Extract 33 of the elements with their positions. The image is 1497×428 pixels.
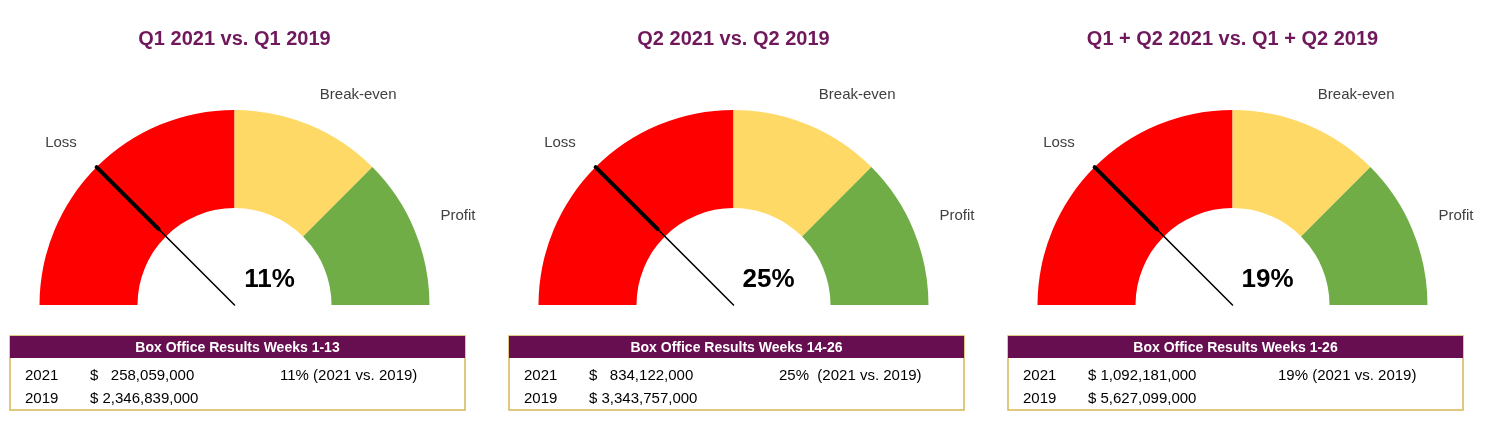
slice-label: Break-even	[818, 84, 896, 102]
text: $ 258,059,000	[90, 366, 195, 383]
slice-label: Profit	[440, 205, 477, 223]
chart-title: Q1 + Q2 2021 vs. Q1 + Q2 2019	[1086, 27, 1379, 49]
slice-label: Profit	[1438, 205, 1475, 223]
slice-label: Break-even	[1317, 84, 1395, 102]
text: 2019	[524, 389, 558, 406]
text: 11% (2021 vs. 2019)	[280, 366, 418, 383]
text: $ 3,343,757,000	[589, 389, 698, 406]
text: 11%	[244, 263, 295, 293]
text: 25% (2021 vs. 2019)	[779, 366, 922, 383]
text: Box Office Results Weeks 14-26	[630, 339, 843, 355]
slice-label: Loss	[45, 133, 77, 151]
text: $ 5,627,099,000	[1088, 389, 1197, 406]
text: Box Office Results Weeks 1-13	[135, 339, 340, 355]
text: $ 834,122,000	[589, 366, 694, 383]
text: $ 2,346,839,000	[90, 389, 199, 406]
text: 2019	[1023, 389, 1057, 406]
slice-label: Break-even	[319, 84, 397, 102]
slice-label: Loss	[544, 133, 576, 151]
slice-label: Loss	[1043, 133, 1075, 151]
slice-label: Profit	[939, 205, 976, 223]
text: 2021	[25, 366, 59, 383]
text: 2021	[1023, 366, 1057, 383]
chart-title: Q1 2021 vs. Q1 2019	[138, 27, 331, 49]
text: 2019	[25, 389, 59, 406]
text: 19%	[1241, 263, 1294, 293]
text: 19% (2021 vs. 2019)	[1278, 366, 1417, 383]
text: 25%	[742, 263, 795, 293]
text: Box Office Results Weeks 1-26	[1133, 339, 1338, 355]
text: $ 1,092,181,000	[1088, 366, 1197, 383]
chart-title: Q2 2021 vs. Q2 2019	[637, 27, 830, 49]
text: 2021	[524, 366, 558, 383]
